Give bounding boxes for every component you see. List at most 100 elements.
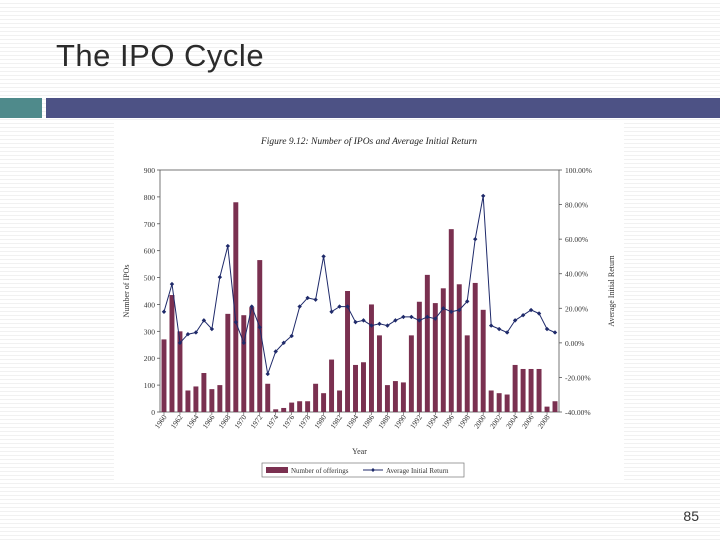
- line-point: [345, 304, 350, 309]
- line-point: [265, 371, 270, 377]
- bar: [392, 381, 398, 412]
- line-point: [512, 318, 518, 323]
- line-point: [544, 326, 550, 332]
- bar: [544, 406, 550, 412]
- line-point: [433, 316, 438, 321]
- bar: [512, 364, 518, 412]
- bar: [424, 274, 430, 412]
- legend-swatch-bars: [266, 467, 288, 473]
- bar: [432, 303, 438, 412]
- bar: [376, 335, 382, 412]
- x-tick-label: 1984: [344, 413, 360, 431]
- line-point: [249, 304, 254, 309]
- line-point: [169, 281, 175, 287]
- line-point: [161, 309, 167, 314]
- y-tick-label: 400: [144, 300, 156, 309]
- bar: [289, 402, 295, 412]
- plot-frame: [159, 169, 560, 413]
- bar: [440, 288, 446, 412]
- bar: [480, 309, 486, 412]
- bar: [161, 339, 167, 412]
- y2-tick-label: 40.00%: [565, 270, 588, 279]
- line-point: [369, 323, 374, 328]
- bar: [496, 393, 502, 412]
- chart-figure: Figure 9.12: Number of IPOs and Average …: [114, 122, 624, 480]
- line-point: [193, 330, 199, 335]
- line-point: [257, 325, 262, 330]
- x-tick-label: 1978: [296, 413, 312, 431]
- x-tick-label: 1996: [440, 413, 456, 431]
- line-point: [504, 330, 510, 335]
- line-point: [209, 326, 215, 332]
- bar: [520, 368, 526, 412]
- line-point: [480, 193, 486, 199]
- bar: [265, 383, 271, 412]
- x-tick-label: 1972: [248, 413, 264, 431]
- x-tick-label: 1970: [232, 413, 248, 431]
- x-tick-label: 1988: [376, 413, 392, 431]
- accent-bar-teal: [0, 98, 42, 118]
- line-point: [385, 323, 390, 328]
- x-tick-label: 2002: [488, 413, 504, 431]
- bar: [345, 291, 351, 412]
- bar: [536, 368, 542, 412]
- line-point: [177, 340, 183, 346]
- x-tick-label: 1982: [328, 413, 344, 431]
- y2-tick-label: -40.00%: [565, 408, 591, 417]
- legend-swatch-marker: [371, 468, 375, 472]
- line-point: [361, 318, 366, 323]
- y-tick-label: 300: [144, 327, 156, 336]
- bar: [281, 407, 287, 412]
- line-point: [536, 311, 542, 316]
- line-point: [496, 326, 502, 332]
- legend-label-bars: Number of offerings: [291, 467, 349, 475]
- y2-tick-label: 100.00%: [565, 166, 592, 175]
- bar: [185, 390, 191, 412]
- bar: [217, 385, 223, 412]
- x-tick-label: 1968: [216, 413, 232, 431]
- bar: [552, 401, 558, 412]
- line-point: [321, 254, 326, 259]
- line-point: [449, 309, 454, 314]
- line-point: [225, 243, 231, 249]
- bar: [504, 394, 510, 412]
- line-point: [305, 295, 310, 301]
- bar: [297, 401, 303, 412]
- line-point: [377, 321, 382, 327]
- x-tick-label: 1966: [201, 413, 217, 431]
- x-tick-label: 1974: [264, 413, 280, 431]
- y2-axis-label: Average Initial Return: [607, 255, 616, 326]
- bar: [384, 385, 390, 412]
- line-point: [337, 304, 342, 309]
- bar: [368, 304, 374, 412]
- line-point: [457, 307, 462, 313]
- x-tick-label: 1976: [280, 413, 296, 431]
- line-point: [329, 309, 334, 314]
- x-tick-label: 1994: [424, 413, 440, 431]
- x-tick-label: 1998: [456, 413, 472, 431]
- bar: [472, 282, 478, 412]
- bar: [337, 390, 343, 412]
- bar: [353, 364, 358, 412]
- bar: [313, 383, 319, 412]
- line-point: [409, 314, 414, 320]
- bar: [201, 373, 207, 412]
- x-tick-label: 2006: [520, 413, 536, 431]
- line-average-initial-return: [163, 195, 556, 376]
- slide-title: The IPO Cycle: [56, 38, 265, 73]
- x-tick-label: 1992: [408, 413, 424, 431]
- y2-tick-label: -20.00%: [565, 373, 591, 382]
- bar: [464, 335, 470, 412]
- bar: [321, 393, 327, 412]
- line-point: [297, 304, 302, 309]
- bar: [488, 390, 494, 412]
- line-point: [488, 323, 494, 328]
- y-tick-label: 600: [144, 247, 156, 256]
- y-tick-label: 0: [151, 408, 155, 417]
- x-tick-label: 2008: [536, 413, 552, 431]
- bar: [169, 295, 175, 412]
- x-tick-label: 2000: [472, 413, 488, 431]
- bar: [416, 301, 422, 412]
- bar: [361, 362, 366, 412]
- bar: [448, 229, 454, 412]
